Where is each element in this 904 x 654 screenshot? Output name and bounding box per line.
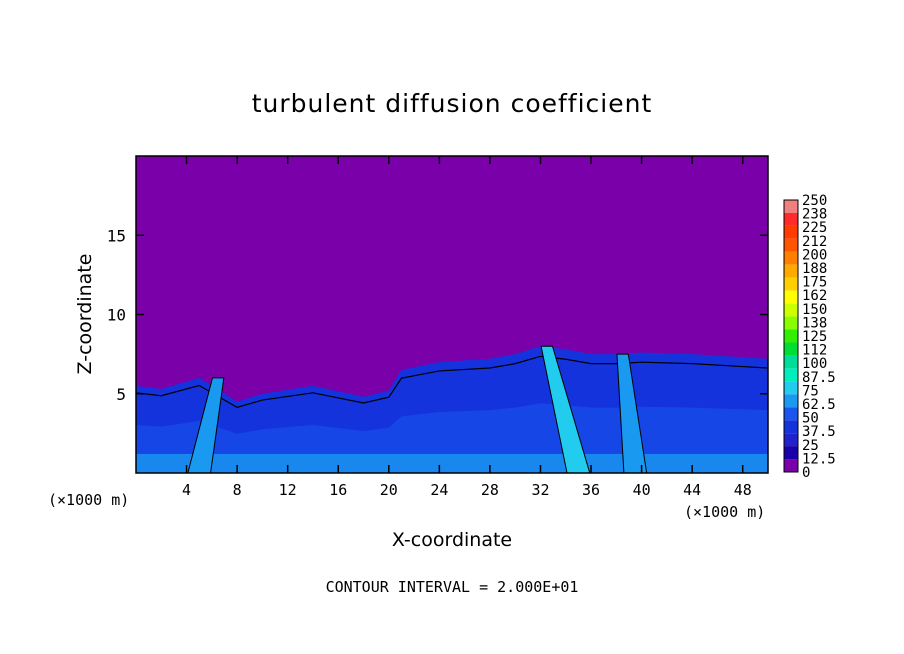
- colorbar-swatch: [784, 212, 798, 226]
- colorbar-swatch: [784, 303, 798, 317]
- surface-layer: [136, 453, 768, 473]
- colorbar-swatch: [784, 381, 798, 395]
- y-tick-label: 15: [107, 226, 126, 245]
- colorbar: 2502382252122001881751621501381251121008…: [783, 193, 836, 481]
- colorbar-swatch: [784, 251, 798, 265]
- colorbar-label: 12.5: [802, 451, 836, 467]
- colorbar-swatch: [784, 355, 798, 369]
- colorbar-label: 125: [802, 329, 827, 345]
- y-axis-label: Z-coordinate: [74, 254, 96, 375]
- chart-title: turbulent diffusion coefficient: [252, 89, 653, 118]
- x-tick-label: 20: [380, 481, 398, 499]
- colorbar-swatch: [784, 316, 798, 330]
- x-tick-label: 24: [430, 481, 448, 499]
- colorbar-swatch: [784, 342, 798, 356]
- colorbar-swatch: [784, 368, 798, 382]
- colorbar-swatch: [784, 200, 798, 213]
- x-tick-label: 28: [481, 481, 499, 499]
- plume-2: [616, 353, 648, 473]
- colorbar-label: 37.5: [802, 424, 836, 440]
- colorbar-swatch: [784, 238, 798, 252]
- colorbar-label: 50: [802, 411, 819, 427]
- colorbar-label: 225: [802, 220, 827, 236]
- colorbar-swatch: [784, 225, 798, 239]
- colorbar-label: 0: [802, 465, 810, 481]
- colorbar-label: 150: [802, 302, 827, 318]
- x-tick-label: 36: [582, 481, 600, 499]
- colorbar-label: 250: [802, 193, 827, 209]
- x-axis-label: X-coordinate: [392, 529, 512, 551]
- colorbar-label: 75: [802, 383, 819, 399]
- colorbar-swatch: [784, 407, 798, 421]
- contour-interval-note: CONTOUR INTERVAL = 2.000E+01: [326, 578, 579, 596]
- colorbar-swatch: [784, 329, 798, 343]
- colorbar-swatch: [784, 264, 798, 278]
- y-tick-label: 5: [116, 385, 126, 404]
- x-tick-label: 48: [734, 481, 752, 499]
- colorbar-swatch: [784, 420, 798, 434]
- x-tick-label: 44: [683, 481, 701, 499]
- colorbar-label: 175: [802, 275, 827, 291]
- x-tick-label: 40: [633, 481, 651, 499]
- turbulence-field: [136, 345, 768, 473]
- colorbar-label: 238: [802, 207, 827, 223]
- colorbar-label: 25: [802, 438, 819, 454]
- colorbar-label: 100: [802, 356, 827, 372]
- colorbar-swatch: [784, 433, 798, 447]
- x-tick-label: 32: [531, 481, 549, 499]
- plume-1: [540, 345, 591, 473]
- colorbar-label: 87.5: [802, 370, 836, 386]
- colorbar-label: 162: [802, 288, 827, 304]
- colorbar-label: 188: [802, 261, 827, 277]
- colorbar-swatch: [784, 394, 798, 408]
- colorbar-swatch: [784, 446, 798, 460]
- x-tick-label: 8: [233, 481, 242, 499]
- colorbar-label: 62.5: [802, 397, 836, 413]
- colorbar-label: 212: [802, 234, 827, 250]
- colorbar-label: 200: [802, 247, 827, 263]
- x-unit-label-right: (×1000 m): [684, 503, 765, 521]
- colorbar-swatch: [784, 459, 798, 472]
- x-unit-label-left: (×1000 m): [48, 491, 129, 509]
- contour-line: [136, 355, 768, 409]
- colorbar-swatch: [784, 277, 798, 291]
- colorbar-label: 112: [802, 343, 827, 359]
- colorbar-swatch: [784, 290, 798, 304]
- x-tick-label: 12: [279, 481, 297, 499]
- colorbar-label: 138: [802, 315, 827, 331]
- y-tick-label: 10: [107, 306, 126, 325]
- x-tick-label: 16: [329, 481, 347, 499]
- colorbar-frame: [783, 199, 799, 473]
- plume-3: [187, 377, 225, 473]
- y-axis: 5 10 15: [107, 226, 768, 404]
- x-axis: 4 8 12 16 20 24 28 32 36 40 44 48: [182, 156, 752, 499]
- x-tick-label: 4: [182, 481, 191, 499]
